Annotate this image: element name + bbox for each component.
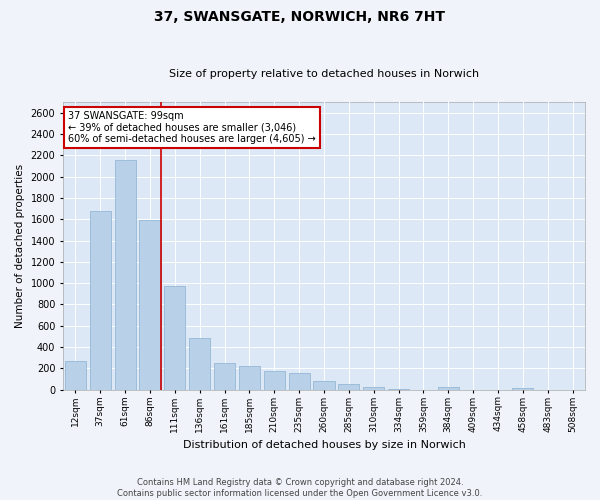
Bar (239, 366, 260, 390)
Bar (214, 363, 235, 390)
Text: 37 SWANSGATE: 99sqm
← 39% of detached houses are smaller (3,046)
60% of semi-det: 37 SWANSGATE: 99sqm ← 39% of detached ho… (68, 110, 316, 144)
Bar (313, 380, 335, 390)
X-axis label: Distribution of detached houses by size in Norwich: Distribution of detached houses by size … (182, 440, 466, 450)
Bar (263, 370, 285, 390)
Bar (438, 388, 459, 390)
Bar (363, 386, 384, 390)
Bar (189, 338, 210, 390)
Bar (139, 220, 161, 390)
Bar (164, 286, 185, 390)
Bar (388, 389, 409, 390)
Bar (89, 210, 111, 390)
Text: Contains HM Land Registry data © Crown copyright and database right 2024.
Contai: Contains HM Land Registry data © Crown c… (118, 478, 482, 498)
Text: 37, SWANSGATE, NORWICH, NR6 7HT: 37, SWANSGATE, NORWICH, NR6 7HT (155, 10, 445, 24)
Bar (289, 372, 310, 390)
Bar (512, 388, 533, 390)
Bar (115, 160, 136, 390)
Bar (338, 384, 359, 390)
Title: Size of property relative to detached houses in Norwich: Size of property relative to detached ho… (169, 69, 479, 79)
Y-axis label: Number of detached properties: Number of detached properties (15, 164, 25, 328)
Bar (65, 361, 86, 390)
